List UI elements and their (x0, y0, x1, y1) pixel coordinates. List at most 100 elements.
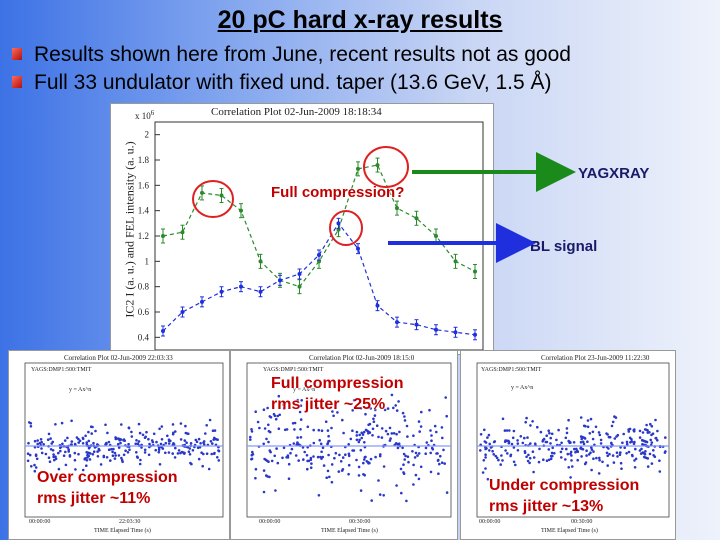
sub-plot-annotation: Full compression rms jitter ~25% (271, 375, 404, 413)
scatter-point (412, 434, 415, 437)
scatter-point (569, 476, 572, 479)
scatter-point (123, 439, 126, 442)
scatter-point (137, 422, 141, 426)
scatter-point (61, 442, 64, 446)
sub-plot-title: Correlation Plot 02-Jun-2009 22:03:33 (64, 354, 173, 362)
scatter-point (369, 457, 373, 461)
scatter-point (362, 430, 366, 434)
scatter-point (89, 452, 92, 455)
scatter-point (582, 442, 586, 446)
scatter-point (84, 434, 87, 438)
scatter-point (188, 447, 192, 450)
scatter-point (188, 453, 192, 456)
scatter-point (401, 446, 404, 450)
scatter-point (351, 409, 354, 412)
scatter-point (321, 455, 325, 459)
scatter-point (273, 414, 277, 418)
scatter-point (111, 450, 114, 454)
scatter-point (569, 450, 573, 454)
scatter-point (212, 452, 216, 455)
sub-plot-xtick: 00:30:00 (349, 519, 371, 525)
scatter-point (299, 418, 303, 421)
scatter-point (424, 446, 428, 450)
scatter-point (51, 449, 55, 452)
scatter-point (105, 456, 109, 459)
sub-plot-over-compression: Correlation Plot 02-Jun-2009 22:03:33 YA… (8, 350, 230, 540)
scatter-point (489, 446, 493, 449)
scatter-point (207, 467, 211, 471)
scatter-point (130, 435, 134, 438)
main-plot-frame (154, 121, 484, 351)
scatter-point (598, 433, 602, 437)
scatter-point (268, 430, 272, 434)
scatter-point (339, 460, 343, 463)
scatter-point (338, 453, 341, 457)
scatter-point (638, 436, 642, 439)
scatter-point (590, 468, 593, 472)
scatter-point (262, 469, 266, 472)
scatter-point (187, 432, 190, 436)
scatter-point (283, 428, 287, 432)
scatter-point (654, 418, 657, 422)
scatter-point (581, 440, 585, 444)
scatter-point (363, 458, 366, 461)
scatter-point (428, 408, 431, 412)
scatter-point (597, 472, 601, 475)
scatter-point (205, 424, 208, 427)
scatter-point (526, 436, 529, 439)
scatter-point (419, 425, 423, 428)
scatter-point (369, 407, 372, 410)
scatter-point (122, 453, 126, 457)
scatter-point (444, 396, 447, 399)
scatter-point (406, 435, 409, 438)
scatter-point (337, 470, 341, 473)
scatter-point (377, 479, 380, 482)
sub-plot-xtick: 00:00:00 (479, 519, 501, 525)
scatter-point (516, 442, 520, 445)
scatter-point (327, 453, 330, 457)
scatter-point (606, 464, 609, 467)
scatter-point (205, 452, 209, 455)
scatter-point (277, 427, 281, 430)
scatter-point (654, 437, 657, 440)
scatter-point (640, 447, 643, 451)
scatter-point (576, 458, 579, 462)
scatter-point (262, 408, 266, 411)
scatter-point (262, 442, 265, 446)
scatter-point (482, 459, 486, 462)
data-point (395, 320, 399, 325)
scatter-point (521, 441, 525, 445)
scatter-point (485, 447, 488, 450)
scatter-point (216, 456, 219, 459)
scatter-point (305, 454, 309, 457)
scatter-point (143, 436, 147, 439)
scatter-point (92, 441, 95, 445)
scatter-point (545, 459, 549, 462)
data-point (161, 234, 165, 238)
scatter-point (96, 455, 100, 458)
scatter-point (402, 452, 406, 456)
scatter-point (645, 423, 648, 427)
scatter-point (430, 439, 433, 442)
scatter-point (652, 454, 655, 457)
scatter-point (154, 448, 157, 452)
series-line-bl-signal (162, 222, 476, 336)
scatter-point (301, 446, 305, 449)
scatter-point (171, 432, 175, 436)
scatter-point (70, 443, 73, 446)
scatter-point (282, 403, 285, 406)
scatter-point (580, 455, 583, 458)
scatter-point (507, 440, 511, 444)
scatter-point (652, 449, 655, 452)
scatter-point (116, 442, 120, 446)
scatter-point (199, 442, 202, 445)
scatter-point (48, 460, 52, 463)
scatter-point (574, 450, 577, 454)
scatter-point (135, 451, 138, 454)
scatter-point (34, 453, 38, 456)
scatter-point (380, 436, 384, 439)
scatter-point (158, 427, 161, 431)
scatter-point (174, 430, 177, 433)
scatter-point (51, 440, 55, 444)
scatter-point (198, 446, 202, 449)
